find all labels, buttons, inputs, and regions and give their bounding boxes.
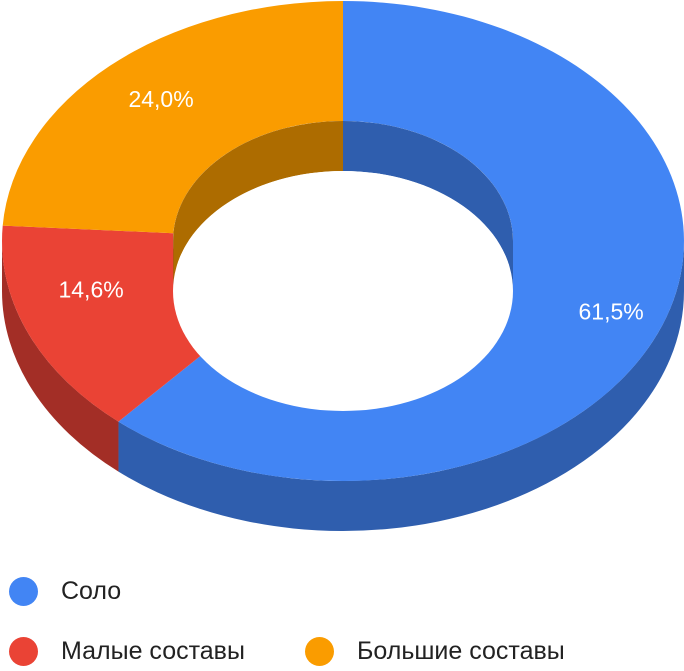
legend-label-large-ensembles: Большие составы bbox=[357, 636, 565, 665]
slice-label-0: 61,5% bbox=[579, 299, 644, 325]
legend-label-small-ensembles: Малые составы bbox=[61, 636, 245, 665]
legend-item-solo[interactable]: Соло bbox=[9, 571, 121, 611]
outer-wall-0 bbox=[118, 241, 684, 532]
legend-swatch-large-ensembles bbox=[305, 636, 334, 666]
inner-wall-2-1 bbox=[173, 121, 343, 284]
slice-label-2: 24,0% bbox=[128, 86, 193, 112]
inner-wall-0-0 bbox=[343, 121, 513, 291]
legend-item-large-ensembles[interactable]: Большие составы bbox=[305, 631, 565, 671]
hole-floor bbox=[173, 171, 513, 411]
legend-swatch-small-ensembles bbox=[9, 636, 38, 666]
slice-2 bbox=[2, 1, 344, 234]
donut-chart: 61,5% 14,6% 24,0% bbox=[1, 1, 684, 532]
legend-item-small-ensembles[interactable]: Малые составы bbox=[9, 631, 245, 671]
outer-wall-1 bbox=[1, 241, 119, 472]
legend-label-solo: Соло bbox=[61, 576, 122, 605]
legend-swatch-solo bbox=[9, 576, 38, 606]
slice-label-1: 14,6% bbox=[58, 277, 123, 303]
